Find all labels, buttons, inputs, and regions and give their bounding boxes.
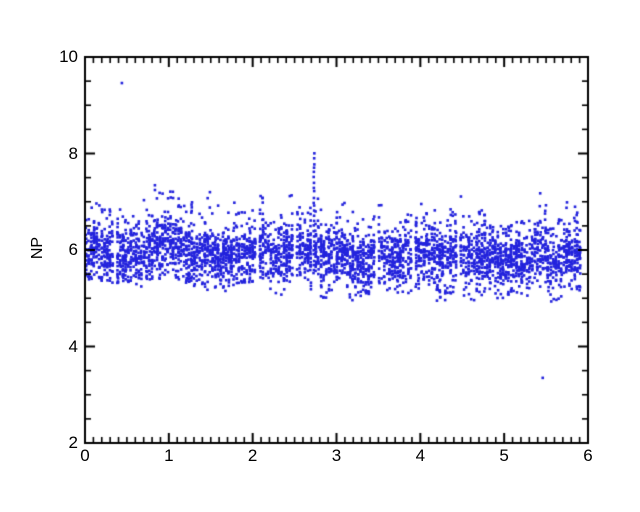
- x-tick-label: 6: [583, 446, 593, 465]
- y-tick-label: 6: [68, 240, 78, 259]
- y-tick-label: 8: [68, 143, 78, 163]
- x-tick-label: 2: [247, 446, 258, 465]
- x-tick-label: 0: [80, 446, 90, 465]
- x-tick-label: 3: [331, 446, 342, 465]
- y-tick-label: 2: [68, 433, 78, 452]
- y-tick-label: 4: [68, 336, 78, 356]
- y-tick-label: 10: [59, 47, 78, 66]
- x-tick-label: 5: [499, 446, 509, 465]
- x-tick-label: 1: [164, 446, 174, 465]
- x-tick-label: 4: [415, 446, 426, 465]
